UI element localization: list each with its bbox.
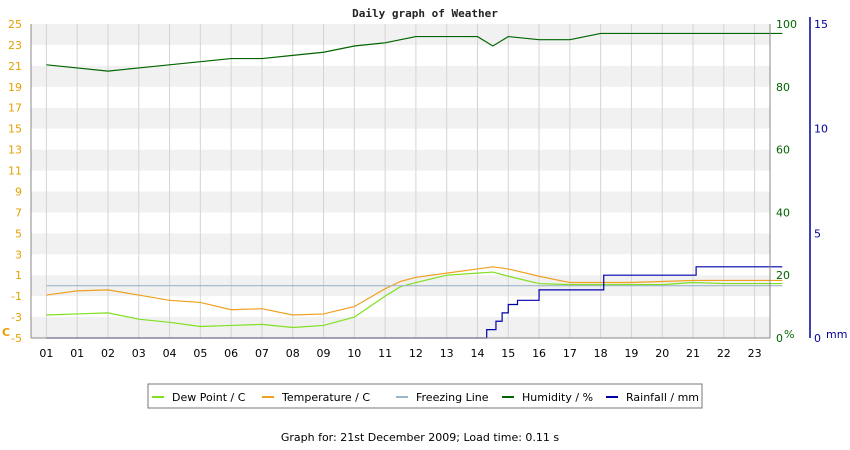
series-lines xyxy=(46,32,783,339)
left-tick-label: 17 xyxy=(8,102,22,115)
rainfall-tick-label: 15 xyxy=(814,18,828,31)
left-tick-label: 21 xyxy=(8,60,22,73)
legend-label: Rainfall / mm xyxy=(626,391,699,404)
x-tick-label: 21 xyxy=(686,347,700,360)
left-tick-label: 3 xyxy=(15,248,22,261)
humidity-axis-unit: % xyxy=(784,328,794,341)
x-tick-label: 11 xyxy=(378,347,392,360)
left-tick-label: -5 xyxy=(11,332,22,345)
left-tick-label: 23 xyxy=(8,39,22,52)
rainfall-axis-unit: mm xyxy=(826,328,847,341)
x-tick-label: 06 xyxy=(224,347,238,360)
rainfall-tick-label: 10 xyxy=(814,123,828,136)
plot-band xyxy=(31,86,770,108)
x-tick-label: 16 xyxy=(532,347,546,360)
legend-label: Humidity / % xyxy=(522,391,593,404)
humidity-tick-label: 20 xyxy=(776,269,790,282)
humidity-tick-label: 0 xyxy=(776,332,783,345)
x-tick-label: 01 xyxy=(39,347,53,360)
legend: Dew Point / C Temperature / C Freezing Lin… xyxy=(147,383,703,409)
x-tick-label: 10 xyxy=(347,347,361,360)
x-tick-label: 03 xyxy=(132,347,146,360)
series-line-temperature-c xyxy=(46,266,783,316)
rainfall-tick-label: 0 xyxy=(814,332,821,345)
x-tick-label: 17 xyxy=(563,347,577,360)
x-tick-label: 22 xyxy=(717,347,731,360)
left-tick-label: 7 xyxy=(15,206,22,219)
humidity-tick-label: 60 xyxy=(776,144,790,157)
x-tick-label: 18 xyxy=(594,347,608,360)
left-tick-label: 5 xyxy=(15,227,22,240)
x-tick-label: 01 xyxy=(70,347,84,360)
series-line-humidity xyxy=(46,32,783,72)
x-tick-label: 14 xyxy=(470,347,484,360)
left-tick-label: 13 xyxy=(8,144,22,157)
x-tick-label: 02 xyxy=(101,347,115,360)
plot-band xyxy=(31,107,770,129)
x-tick-label: 15 xyxy=(501,347,515,360)
x-tick-label: 12 xyxy=(409,347,423,360)
left-tick-label: 25 xyxy=(8,18,22,31)
plot-band xyxy=(31,233,770,255)
humidity-tick-label: 100 xyxy=(776,18,797,31)
plot-band xyxy=(31,170,770,192)
plot-band xyxy=(31,317,770,338)
left-tick-label: 9 xyxy=(15,185,22,198)
x-tick-label: 23 xyxy=(748,347,762,360)
x-tick-label: 05 xyxy=(193,347,207,360)
legend-label: Dew Point / C xyxy=(172,391,246,404)
left-tick-label: 15 xyxy=(8,123,22,136)
axes xyxy=(30,17,811,339)
plot-band xyxy=(31,44,770,66)
x-tick-label: 04 xyxy=(163,347,177,360)
x-tick-label: 09 xyxy=(317,347,331,360)
plot-band xyxy=(31,191,770,213)
chart-footer: Graph for: 21st December 2009; Load time… xyxy=(281,431,560,444)
plot-band xyxy=(31,254,770,276)
left-tick-label: 1 xyxy=(15,269,22,282)
legend-label: Freezing Line xyxy=(416,391,489,404)
plot-band xyxy=(31,149,770,171)
left-tick-label: -1 xyxy=(11,290,22,303)
series-line-dew-point-c xyxy=(46,271,783,329)
rainfall-tick-label: 5 xyxy=(814,227,821,240)
x-axis-labels: 01 01 02 03 04 05 06 07 08 09 10 11 12 13 14 15 16 17 18 19… xyxy=(39,347,761,360)
plot-bands xyxy=(31,24,770,338)
plot-band xyxy=(31,24,770,45)
x-tick-label: 08 xyxy=(286,347,300,360)
chart-title: Daily graph of Weather xyxy=(352,7,498,20)
legend-label: Temperature / C xyxy=(281,391,370,404)
humidity-tick-label: 40 xyxy=(776,206,790,219)
x-tick-label: 19 xyxy=(624,347,638,360)
x-tick-label: 13 xyxy=(440,347,454,360)
plot-band xyxy=(31,128,770,150)
left-tick-label: 19 xyxy=(8,81,22,94)
humidity-tick-label: 80 xyxy=(776,81,790,94)
left-axis-unit: C xyxy=(2,326,10,339)
plot-band xyxy=(31,65,770,87)
plot-band xyxy=(31,212,770,234)
x-tick-label: 20 xyxy=(655,347,669,360)
plot-band xyxy=(31,296,770,318)
series-line-rainfall-mm xyxy=(46,266,783,339)
left-tick-label: 11 xyxy=(8,165,22,178)
x-tick-label: 07 xyxy=(255,347,269,360)
left-tick-label: -3 xyxy=(11,311,22,324)
